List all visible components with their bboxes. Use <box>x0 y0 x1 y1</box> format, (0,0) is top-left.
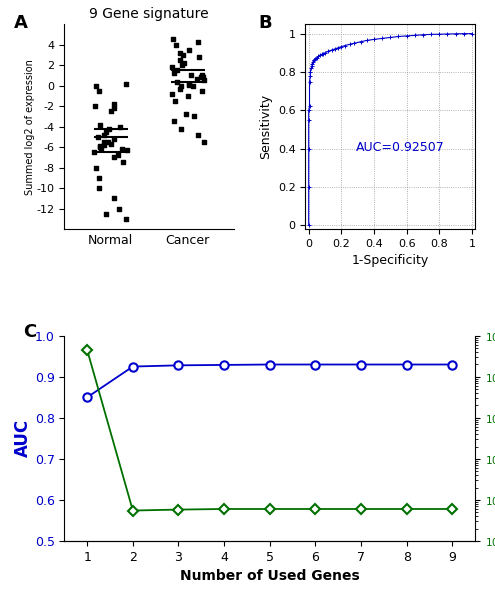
Point <box>107 139 115 149</box>
Point <box>99 130 107 139</box>
Point <box>199 137 207 147</box>
Point <box>198 86 206 96</box>
Point <box>178 81 186 90</box>
Point <box>172 40 180 49</box>
Point <box>114 204 122 213</box>
Point <box>190 112 198 121</box>
Point <box>177 124 185 133</box>
Point <box>92 81 100 90</box>
Point <box>178 60 186 70</box>
Point <box>110 194 118 203</box>
Point <box>97 120 104 129</box>
Point <box>110 99 118 109</box>
Point <box>96 141 104 151</box>
Point <box>169 35 177 44</box>
Point <box>168 89 176 99</box>
Point <box>176 48 184 58</box>
Point <box>99 137 107 147</box>
Point <box>185 80 193 90</box>
Point <box>95 132 102 142</box>
Text: B: B <box>258 14 272 32</box>
Point <box>198 70 206 80</box>
Point <box>116 122 124 132</box>
Text: C: C <box>23 323 37 341</box>
Point <box>96 142 104 152</box>
Point <box>195 52 203 62</box>
Point <box>114 150 122 160</box>
Point <box>119 157 127 167</box>
Point <box>173 78 181 87</box>
Point <box>95 173 103 183</box>
Point <box>118 144 126 154</box>
Point <box>198 73 205 82</box>
Point <box>102 127 110 136</box>
Point <box>91 102 99 111</box>
Point <box>122 79 130 88</box>
Y-axis label: AUC: AUC <box>14 419 32 457</box>
Point <box>123 145 131 155</box>
X-axis label: 1-Specificity: 1-Specificity <box>351 254 429 267</box>
Point <box>199 73 207 82</box>
Title: 9 Gene signature: 9 Gene signature <box>90 7 209 22</box>
Point <box>176 55 184 65</box>
Point <box>170 117 178 126</box>
Point <box>194 38 202 47</box>
Point <box>186 79 194 88</box>
Point <box>102 209 110 219</box>
Point <box>110 134 118 144</box>
Point <box>184 91 192 100</box>
Y-axis label: Sensitivity: Sensitivity <box>259 94 272 159</box>
Point <box>91 147 99 157</box>
Point <box>104 137 112 147</box>
Point <box>200 76 208 85</box>
Y-axis label: Summed log2 of expression: Summed log2 of expression <box>25 59 35 195</box>
Point <box>97 143 105 153</box>
Point <box>187 70 195 80</box>
Point <box>195 130 202 139</box>
Text: AUC=0.92507: AUC=0.92507 <box>356 141 445 154</box>
Point <box>96 86 103 96</box>
Point <box>95 183 103 193</box>
Point <box>110 103 118 113</box>
Point <box>105 124 113 133</box>
Point <box>171 96 179 106</box>
Text: A: A <box>13 14 27 32</box>
Point <box>122 214 130 224</box>
Point <box>92 163 99 172</box>
X-axis label: Number of Used Genes: Number of Used Genes <box>180 569 360 583</box>
Point <box>190 81 198 90</box>
Point <box>107 106 115 116</box>
Point <box>110 153 118 162</box>
Point <box>170 69 178 78</box>
Point <box>176 84 184 94</box>
Point <box>179 50 187 59</box>
Point <box>185 45 193 55</box>
Point <box>180 58 188 68</box>
Point <box>168 63 176 72</box>
Point <box>182 109 190 119</box>
Point <box>174 66 182 75</box>
Point <box>193 75 201 84</box>
Point <box>100 140 108 150</box>
